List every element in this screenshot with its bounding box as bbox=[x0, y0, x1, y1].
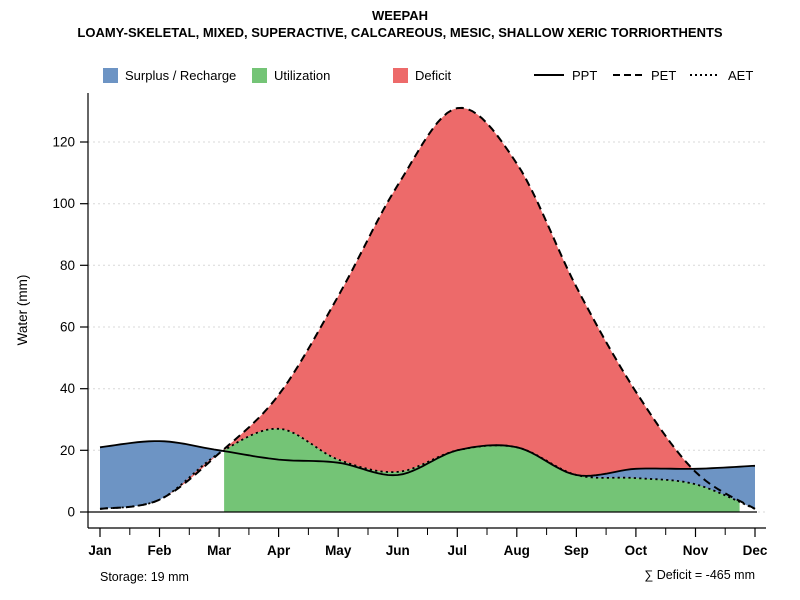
y-tick-label: 60 bbox=[60, 320, 75, 335]
x-tick-label: May bbox=[325, 543, 352, 558]
y-tick-label: 80 bbox=[60, 258, 75, 273]
legend-item-ppt: PPT bbox=[533, 67, 597, 83]
aet-line bbox=[99, 427, 756, 510]
x-tick-label: Sep bbox=[564, 543, 589, 558]
legend-label-aet: AET bbox=[728, 67, 754, 83]
ppt-line bbox=[99, 440, 756, 477]
legend-label-ppt: PPT bbox=[572, 67, 598, 83]
y-tick-label: 20 bbox=[60, 443, 75, 458]
y-tick-label: 0 bbox=[67, 505, 75, 520]
legend-item-aet: AET bbox=[689, 67, 753, 83]
deficit-area bbox=[100, 107, 755, 509]
x-tick-label: Apr bbox=[267, 543, 291, 558]
legend-label-utilization: Utilization bbox=[274, 67, 331, 83]
dotted-line-sample-icon bbox=[690, 74, 720, 76]
x-tick-label: Jun bbox=[386, 543, 410, 558]
legend-label-surplus: Surplus / Recharge bbox=[125, 67, 237, 83]
solid-line-sample-icon bbox=[534, 74, 564, 76]
pet-line bbox=[99, 106, 756, 510]
x-tick-label: Dec bbox=[743, 543, 768, 558]
chart-title: WEEPAH bbox=[371, 8, 429, 23]
dashed-line-sample-icon bbox=[613, 74, 643, 76]
legend-label-pet: PET bbox=[651, 67, 677, 83]
deficit-swatch bbox=[393, 67, 408, 83]
y-axis-title: Water (mm) bbox=[15, 275, 30, 346]
deficit-sum-annotation: ∑ Deficit = -465 mm bbox=[644, 568, 755, 582]
x-tick-label: Jan bbox=[88, 543, 111, 558]
x-tick-label: Aug bbox=[504, 543, 530, 558]
x-tick-label: Mar bbox=[207, 543, 232, 558]
utilization-swatch bbox=[252, 67, 267, 83]
x-tick-label: Feb bbox=[147, 543, 171, 558]
legend-item-surplus: Surplus / Recharge bbox=[103, 67, 236, 83]
legend-item-pet: PET bbox=[612, 67, 676, 83]
x-tick-label: Oct bbox=[625, 543, 648, 558]
x-tick-label: Nov bbox=[683, 543, 709, 558]
y-tick-label: 120 bbox=[52, 135, 75, 150]
x-tick-label: Jul bbox=[448, 543, 468, 558]
utilization-area bbox=[224, 428, 740, 512]
y-tick-label: 40 bbox=[60, 381, 75, 396]
legend-item-utilization: Utilization bbox=[252, 67, 330, 83]
legend-label-deficit: Deficit bbox=[415, 67, 452, 83]
chart-subtitle: LOAMY-SKELETAL, MIXED, SUPERACTIVE, CALC… bbox=[77, 25, 723, 40]
surplus-swatch bbox=[103, 67, 118, 83]
y-tick-label: 100 bbox=[52, 196, 75, 211]
storage-annotation: Storage: 19 mm bbox=[100, 570, 189, 584]
legend-item-deficit: Deficit bbox=[393, 67, 451, 83]
